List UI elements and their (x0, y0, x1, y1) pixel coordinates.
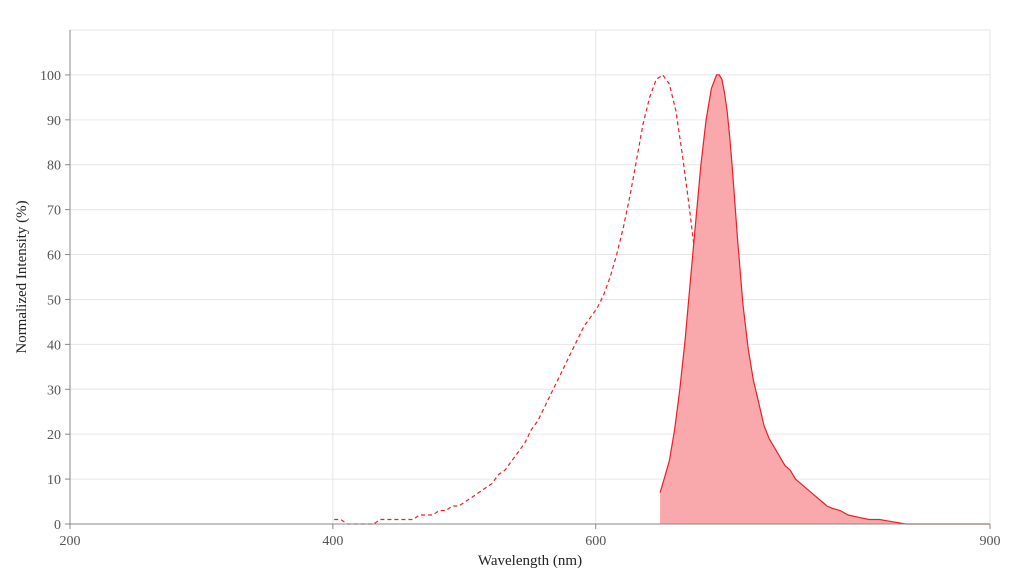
y-tick-label-30: 30 (47, 383, 61, 398)
y-tick-label-10: 10 (47, 473, 61, 488)
y-tick-label-60: 60 (47, 249, 61, 264)
y-tick-label-100: 100 (40, 69, 61, 84)
grid (70, 29, 991, 524)
y-tick-label-80: 80 (47, 159, 61, 174)
emission-series-line (659, 74, 990, 525)
axes (65, 30, 991, 529)
x-axis-title: Wavelength (nm) (478, 553, 582, 569)
y-tick-label-0: 0 (54, 518, 61, 533)
emission-area-fill (660, 74, 990, 525)
tick-labels: 0 10 20 30 40 50 60 70 80 90 100 200 400 600 900 (40, 69, 1001, 549)
y-tick-label-20: 20 (47, 428, 61, 443)
x-tick-label-200: 200 (60, 534, 81, 549)
y-tick-label-50: 50 (47, 293, 61, 308)
y-tick-label-40: 40 (47, 338, 61, 353)
x-tick-label-400: 400 (322, 534, 343, 549)
y-axis-title: Normalized Intensity (%) (14, 200, 30, 353)
excitation-series-line (334, 74, 730, 525)
y-tick-label-90: 90 (47, 114, 61, 129)
x-tick-label-600: 600 (585, 534, 606, 549)
series-layer (334, 74, 990, 525)
x-tick-label-900: 900 (980, 534, 1001, 549)
y-tick-label-70: 70 (47, 204, 61, 219)
